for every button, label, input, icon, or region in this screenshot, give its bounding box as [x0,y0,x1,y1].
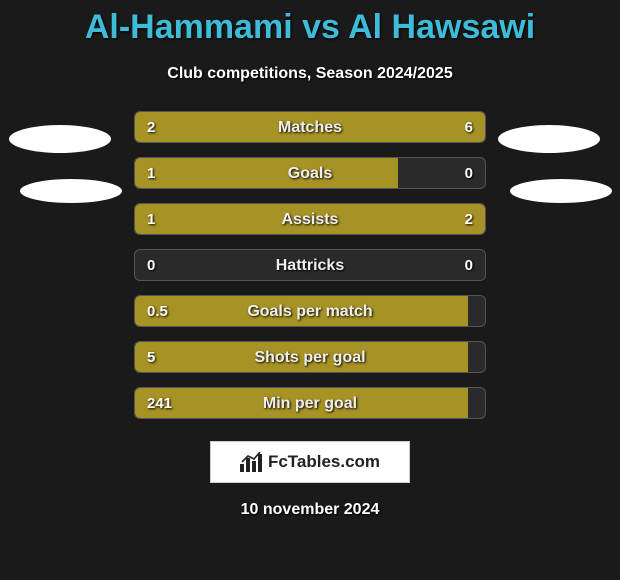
page-title: Al-Hammami vs Al Hawsawi [0,0,620,47]
stats-bars: 26Matches 10Goals 12Assists 00Hattricks 0.5G… [134,111,486,419]
logo-text: FcTables.com [268,452,380,472]
date-label: 10 november 2024 [0,501,620,519]
stat-label: Goals per match [135,296,485,326]
fctables-logo: FcTables.com [210,441,410,483]
stat-row: 12Assists [134,203,486,235]
player-oval-1 [20,179,122,203]
stat-row: 0.5Goals per match [134,295,486,327]
chart-icon [240,452,262,472]
stat-label: Min per goal [135,388,485,418]
stat-label: Matches [135,112,485,142]
player-oval-3 [510,179,612,203]
stat-row: 00Hattricks [134,249,486,281]
stat-row: 26Matches [134,111,486,143]
stat-label: Shots per goal [135,342,485,372]
stat-label: Goals [135,158,485,188]
stat-label: Assists [135,204,485,234]
subtitle: Club competitions, Season 2024/2025 [0,65,620,83]
comparison-area: 26Matches 10Goals 12Assists 00Hattricks 0.5G… [0,111,620,419]
stat-label: Hattricks [135,250,485,280]
stat-row: 5Shots per goal [134,341,486,373]
stat-row: 10Goals [134,157,486,189]
player-oval-0 [9,125,111,153]
player-oval-2 [498,125,600,153]
stat-row: 241Min per goal [134,387,486,419]
